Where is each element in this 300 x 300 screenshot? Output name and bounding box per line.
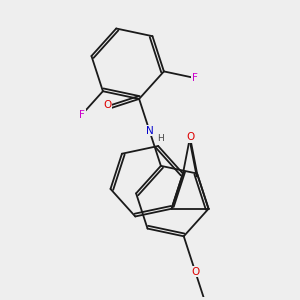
Text: F: F bbox=[79, 110, 85, 120]
Text: H: H bbox=[158, 134, 164, 143]
Text: O: O bbox=[186, 132, 194, 142]
Text: F: F bbox=[192, 73, 198, 83]
Text: O: O bbox=[103, 100, 112, 110]
Text: O: O bbox=[191, 266, 199, 277]
Text: N: N bbox=[146, 126, 153, 136]
